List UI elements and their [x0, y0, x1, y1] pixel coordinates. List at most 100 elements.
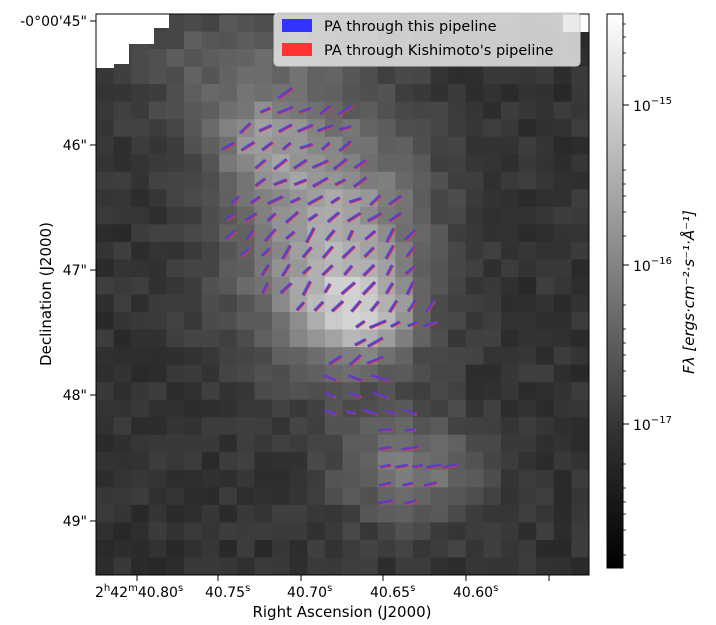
heatmap-pixel — [236, 399, 256, 418]
heatmap-pixel — [236, 312, 256, 331]
heatmap-pixel — [219, 31, 238, 50]
heatmap-pixel — [236, 434, 256, 453]
heatmap-pixel — [131, 382, 150, 401]
heatmap-pixel — [184, 417, 203, 436]
heatmap-pixel — [500, 312, 520, 331]
heatmap-pixel — [500, 66, 520, 85]
pa-vector-this-pipeline — [405, 246, 415, 258]
heatmap-pixel — [131, 399, 150, 418]
heatmap-pixel — [96, 136, 115, 155]
pa-vector-this-pipeline — [366, 355, 384, 365]
heatmap-pixel — [360, 84, 379, 103]
heatmap-pixel — [430, 487, 449, 506]
heatmap-pixel — [272, 206, 291, 225]
heatmap-pixel — [184, 14, 203, 33]
heatmap-pixel — [307, 557, 326, 575]
pa-vector-this-pipeline — [296, 123, 314, 133]
heatmap-pixel — [465, 487, 484, 506]
heatmap-pixel — [412, 364, 432, 383]
heatmap-pixel — [184, 399, 203, 418]
heatmap-pixel — [360, 417, 379, 436]
heatmap-pixel — [324, 469, 344, 488]
heatmap-pixel — [536, 329, 555, 348]
heatmap-pixel — [342, 189, 361, 208]
heatmap-pixel — [465, 136, 484, 155]
heatmap-pixel — [553, 154, 572, 173]
heatmap-pixel — [395, 539, 414, 559]
heatmap-pixel — [395, 66, 414, 85]
heatmap-pixel — [483, 136, 502, 155]
pa-vector-this-pipeline — [284, 210, 299, 224]
heatmap-pixel — [465, 434, 484, 453]
heatmap-pixel — [518, 136, 537, 155]
heatmap-pixel — [395, 364, 414, 383]
heatmap-pixel — [571, 259, 589, 278]
heatmap-pixel — [307, 469, 326, 488]
heatmap-pixel — [184, 31, 203, 50]
heatmap-pixel — [184, 206, 203, 225]
heatmap-pixel — [412, 189, 432, 208]
heatmap-pixel — [377, 136, 396, 155]
pa-vector-this-pipeline — [338, 125, 352, 131]
heatmap-pixel — [324, 294, 344, 313]
pa-vector-this-pipeline — [260, 263, 270, 277]
heatmap-pixel — [254, 469, 273, 488]
heatmap-pixel — [219, 452, 238, 471]
heatmap-pixel — [289, 206, 308, 225]
heatmap-pixel — [377, 154, 396, 173]
pa-vector-this-pipeline — [281, 244, 292, 260]
pa-vector-this-pipeline — [404, 428, 416, 432]
heatmap-pixel — [131, 312, 150, 331]
heatmap-pixel — [518, 469, 537, 488]
heatmap-pixel — [553, 66, 572, 85]
heatmap-pixel — [219, 487, 238, 506]
heatmap-pixel — [289, 329, 308, 348]
heatmap-pixel — [360, 557, 379, 575]
heatmap-pixel — [131, 206, 150, 225]
heatmap-pixel — [307, 276, 326, 296]
heatmap-pixel — [166, 276, 185, 296]
heatmap-pixel — [571, 557, 589, 575]
heatmap-pixel — [254, 31, 273, 50]
heatmap-pixel — [307, 329, 326, 348]
heatmap-pixel — [536, 294, 555, 313]
heatmap-pixel — [430, 66, 449, 85]
heatmap-pixel — [166, 101, 185, 120]
heatmap-pixel — [113, 347, 132, 366]
heatmap-pixel — [483, 259, 502, 278]
heatmap-pixel — [289, 312, 308, 331]
heatmap-pixel — [500, 154, 520, 173]
heatmap-pixel — [518, 417, 537, 436]
heatmap-pixel — [465, 364, 484, 383]
heatmap-pixel — [483, 347, 502, 366]
heatmap-pixel — [360, 504, 379, 524]
heatmap-pixel — [307, 66, 326, 85]
pa-vector-this-pipeline — [378, 445, 392, 451]
heatmap-pixel — [483, 154, 502, 173]
colorbar: 10−15 10−16 10−17 Fλ [ergs·cm⁻²·s⁻¹·Å⁻¹] — [606, 13, 698, 569]
heatmap-pixel — [148, 189, 168, 208]
heatmap-pixel — [254, 399, 273, 418]
heatmap-pixel — [236, 557, 256, 575]
heatmap-pixel — [448, 294, 467, 313]
heatmap-pixel — [395, 382, 414, 401]
heatmap-pixel — [148, 171, 168, 190]
heatmap-pixel — [430, 189, 449, 208]
heatmap-pixel — [483, 452, 502, 471]
heatmap-pixel — [307, 136, 326, 155]
x-tick-label-1: 40.75s — [205, 583, 250, 601]
heatmap-pixel — [184, 224, 203, 243]
heatmap-pixel — [201, 259, 220, 278]
heatmap-pixel — [342, 399, 361, 418]
heatmap-pixel — [307, 364, 326, 383]
heatmap-pixel — [360, 171, 379, 190]
heatmap-pixel — [448, 557, 467, 575]
masked-region — [154, 14, 169, 28]
heatmap-pixel — [536, 189, 555, 208]
heatmap-pixel — [201, 66, 220, 85]
heatmap-pixel — [219, 312, 238, 331]
heatmap-pixel — [536, 557, 555, 575]
pa-vector-this-pipeline — [377, 499, 393, 505]
heatmap-pixel — [184, 84, 203, 103]
